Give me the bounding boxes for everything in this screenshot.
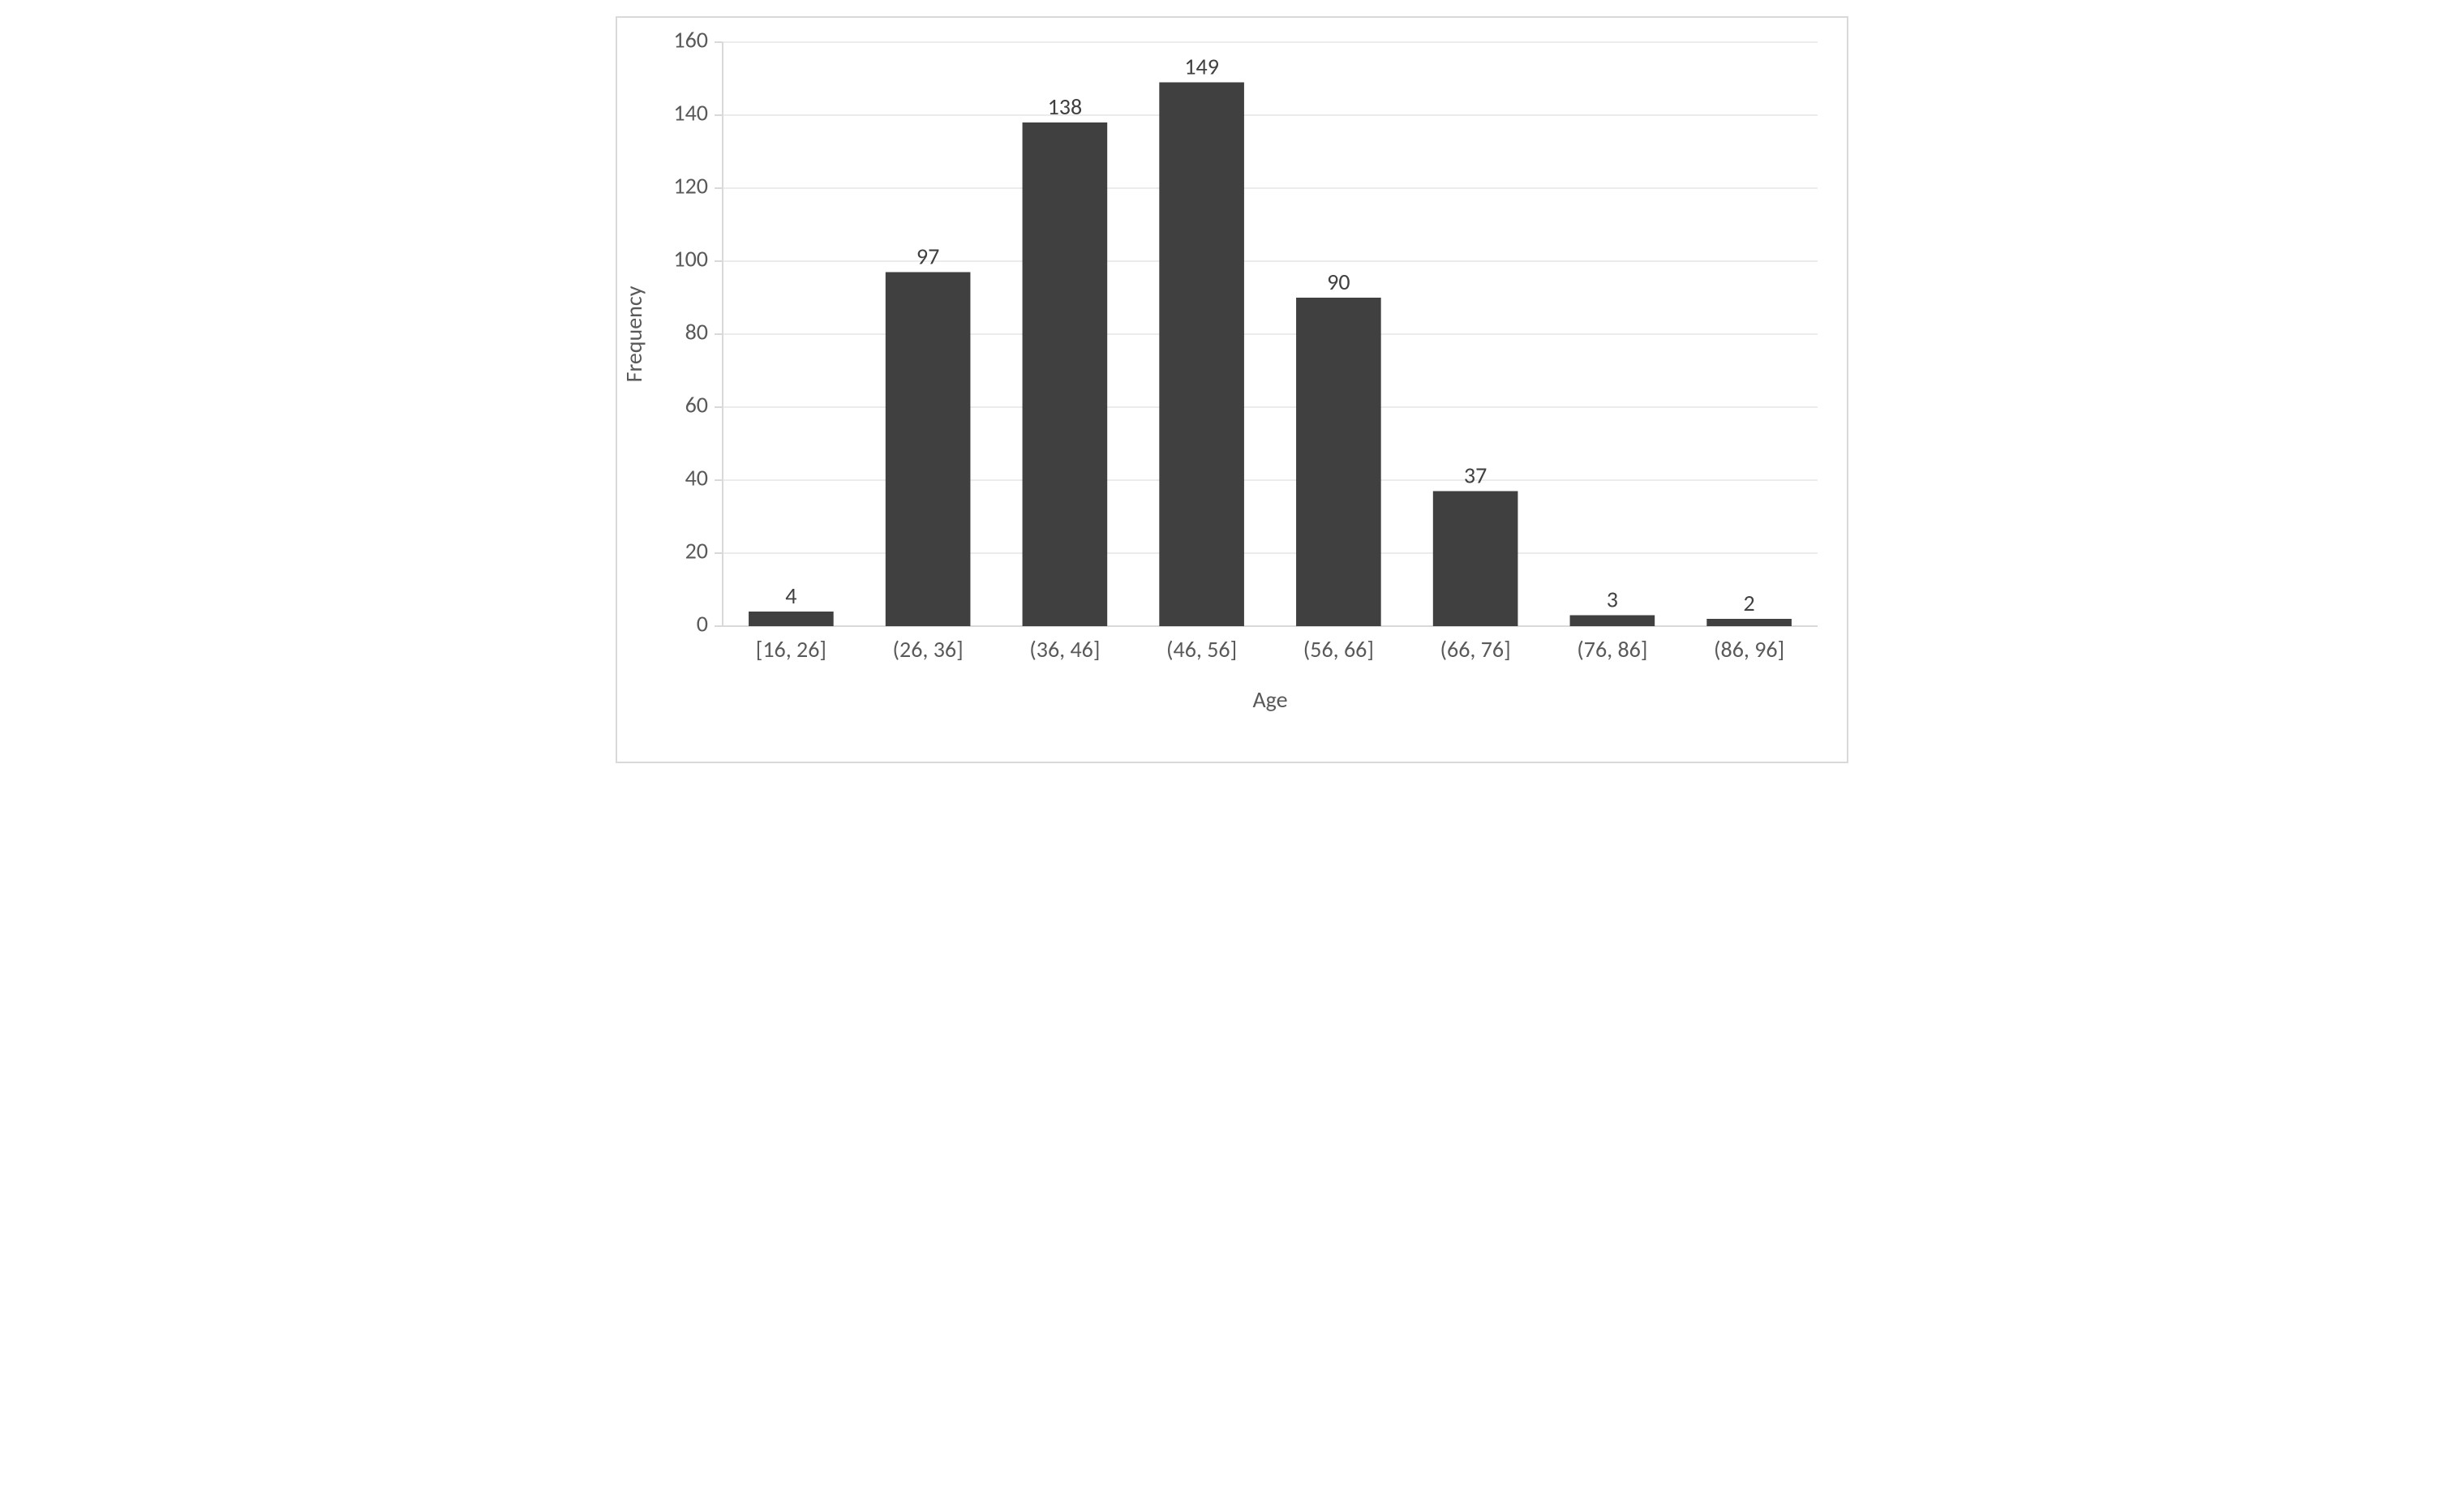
x-tick-label: (46, 56] <box>1166 635 1237 663</box>
bar <box>1706 619 1792 626</box>
x-tick-label: (66, 76] <box>1440 635 1511 663</box>
bar <box>1023 122 1108 626</box>
bar-data-label: 2 <box>1744 589 1755 617</box>
x-tick-label: (36, 46] <box>1029 635 1100 663</box>
x-tick-label: (86, 96] <box>1714 635 1784 663</box>
y-tick-label: 100 <box>673 245 708 273</box>
y-axis-title: Frequency <box>620 285 648 382</box>
bar <box>1570 616 1655 627</box>
bar-data-label: 3 <box>1607 586 1618 614</box>
chart-svg: 0 20 40 60 80 100 120 140 160 4 [16, 26] 97 (26, 36]… <box>617 18 1850 765</box>
x-axis-title: Age <box>1252 685 1287 714</box>
bar <box>886 273 971 627</box>
age-frequency-histogram: 0 20 40 60 80 100 120 140 160 4 [16, 26] 97 (26, 36]… <box>616 16 1848 763</box>
bar-data-label: 90 <box>1327 268 1350 296</box>
x-tick-label: [16, 26] <box>756 635 826 663</box>
y-tick-label: 140 <box>673 99 708 127</box>
y-tick-label: 80 <box>685 318 708 346</box>
bar <box>749 612 834 626</box>
bar <box>1159 83 1244 627</box>
bar-data-label: 149 <box>1184 53 1219 81</box>
bar-data-label: 138 <box>1048 92 1083 121</box>
x-tick-label: (56, 66] <box>1303 635 1374 663</box>
bar-data-label: 37 <box>1464 462 1487 490</box>
bar <box>1296 298 1381 626</box>
y-tick-label: 0 <box>697 610 708 638</box>
bar-data-label: 97 <box>916 243 939 271</box>
y-tick-label: 120 <box>673 172 708 200</box>
x-tick-label: (76, 86] <box>1577 635 1647 663</box>
bar <box>1433 492 1518 627</box>
x-tick-label: (26, 36] <box>893 635 964 663</box>
y-tick-label: 40 <box>685 464 708 492</box>
y-tick-label: 160 <box>673 26 708 54</box>
bar-data-label: 4 <box>785 582 796 610</box>
y-tick-label: 20 <box>685 537 708 565</box>
y-tick-label: 60 <box>685 391 708 419</box>
